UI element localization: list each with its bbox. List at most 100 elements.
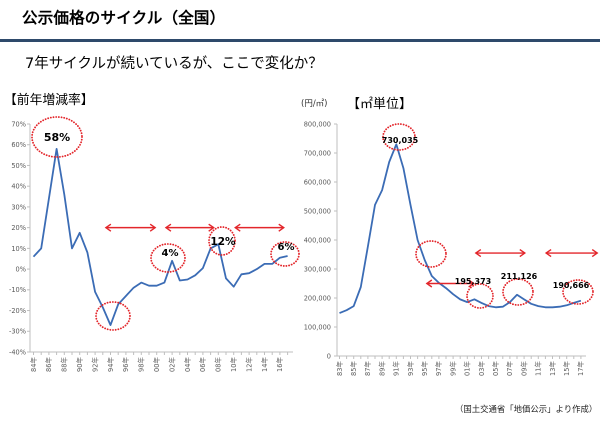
data-point — [580, 300, 582, 302]
y-tick-label: 0 — [327, 352, 331, 360]
x-tick-label: 86年 — [44, 357, 53, 372]
y-tick-label: 800,000 — [304, 120, 331, 128]
arrowhead-right-icon — [208, 223, 215, 232]
annotation-label: 195,373 — [455, 277, 491, 286]
cycle-arrow — [544, 248, 599, 258]
data-point — [55, 148, 57, 150]
data-point — [140, 281, 142, 283]
data-point — [248, 272, 250, 274]
data-point — [431, 275, 433, 277]
data-point — [286, 255, 288, 257]
annotation-label: 58% — [44, 131, 70, 144]
data-point — [360, 286, 362, 288]
y-tick-label: 40% — [11, 183, 26, 191]
data-point — [225, 277, 227, 279]
data-point — [132, 287, 134, 289]
data-point — [388, 161, 390, 163]
x-tick-label: 99年 — [448, 361, 457, 376]
arrowhead-right-icon — [278, 223, 285, 232]
yoy-change-chart: 70%60%50%40%30%20%10%0%-10%-20%-30%-40%8… — [9, 116, 300, 372]
y-tick-label: 10% — [11, 245, 26, 253]
y-tick-label: 100,000 — [304, 323, 331, 331]
x-tick-label: 10年 — [229, 357, 238, 372]
data-point — [381, 189, 383, 191]
x-tick-label: 92年 — [90, 357, 99, 372]
data-point — [163, 281, 165, 283]
highlight-circle — [95, 301, 131, 331]
data-point — [109, 324, 111, 326]
arrowhead-left-icon — [474, 248, 482, 258]
annotation-label: 730,035 — [382, 136, 419, 145]
data-point — [424, 259, 426, 261]
right-chart-unit-label: (円/㎡) — [301, 99, 328, 109]
x-tick-label: 97年 — [434, 361, 443, 376]
data-point — [338, 312, 340, 314]
arrowhead-left-icon — [104, 223, 112, 232]
data-point — [40, 247, 42, 249]
data-point — [279, 257, 281, 259]
data-point — [94, 291, 96, 293]
x-tick-label: 06年 — [198, 357, 207, 372]
cycle-arrow — [234, 223, 285, 232]
x-tick-label: 05年 — [491, 361, 500, 376]
highlight-circle — [150, 243, 186, 273]
page-title: 公示価格のサイクル（全国） — [22, 9, 226, 27]
x-tick-label: 01年 — [463, 361, 472, 376]
header-divider — [0, 39, 600, 42]
annotation-label: 12% — [210, 236, 236, 248]
data-point — [537, 305, 539, 307]
data-point — [263, 263, 265, 265]
data-point — [523, 298, 525, 300]
data-point — [171, 260, 173, 262]
data-point — [233, 286, 235, 288]
arrowhead-right-icon — [468, 279, 475, 288]
x-tick-label: 85年 — [349, 361, 358, 376]
x-tick-label: 95年 — [420, 361, 429, 376]
highlight-circle — [562, 279, 594, 305]
data-point — [179, 279, 181, 281]
y-tick-label: 200,000 — [304, 294, 331, 302]
y-tick-label: -40% — [9, 348, 26, 356]
data-point — [374, 204, 376, 206]
highlight-circle — [270, 241, 300, 267]
data-point — [32, 256, 34, 258]
data-point — [551, 306, 553, 308]
page-subtitle: 7年サイクルが続いているが、ここで変化か？ — [25, 56, 323, 72]
annotation-label: 6% — [278, 242, 295, 253]
x-tick-label: 83年 — [335, 361, 344, 376]
y-tick-label: 50% — [11, 162, 26, 170]
data-point — [530, 303, 532, 305]
cycle-arrow — [474, 248, 527, 258]
y-tick-label: 400,000 — [304, 236, 331, 244]
arrowhead-left-icon — [164, 223, 172, 232]
y-tick-label: -30% — [9, 328, 26, 336]
x-tick-label: 12年 — [244, 357, 253, 372]
data-point — [502, 306, 504, 308]
data-point — [148, 285, 150, 287]
highlight-circle — [208, 226, 236, 256]
highlight-circle — [415, 240, 447, 268]
data-point — [79, 232, 81, 234]
data-point — [48, 197, 50, 199]
data-point — [416, 239, 418, 241]
x-tick-label: 94年 — [106, 357, 115, 372]
data-point — [186, 278, 188, 280]
right-chart-title: 【㎡単位】 — [347, 97, 413, 112]
series-line — [32, 147, 288, 327]
price-per-sqm-chart: 800,000 700,000 600,000 500,000 400,000 300,0… — [304, 120, 599, 376]
y-tick-label: 60% — [11, 141, 26, 149]
left-chart-title: 【前年増減率】 — [4, 93, 94, 108]
x-tick-label: 11年 — [534, 361, 543, 376]
x-tick-label: 14年 — [260, 357, 269, 372]
x-tick-label: 07年 — [505, 361, 514, 376]
x-tick-label: 88年 — [60, 357, 69, 372]
y-tick-label: 600,000 — [304, 178, 331, 186]
data-point — [480, 302, 482, 304]
data-point — [353, 305, 355, 307]
annotation-label: 4% — [162, 248, 179, 259]
y-tick-label: 0% — [16, 265, 26, 273]
x-tick-label: 15年 — [562, 361, 571, 376]
data-point — [256, 268, 258, 270]
annotation-label: 211,126 — [501, 272, 538, 281]
